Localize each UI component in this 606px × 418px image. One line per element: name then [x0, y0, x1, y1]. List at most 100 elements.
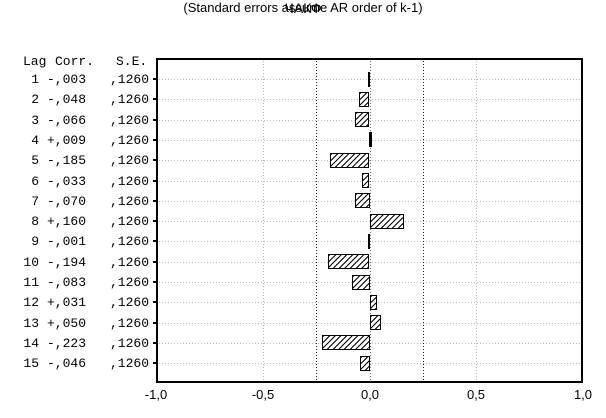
bar-lag-1	[368, 72, 370, 87]
row-se-value: ,1260	[110, 275, 150, 290]
confidence-line	[423, 58, 424, 383]
row-lag-number: 8	[31, 214, 39, 229]
row-corr-value: -,033	[47, 174, 87, 189]
lag-corr-table: Lag Corr. S.E. 1 -,003 ,1260 2 -,048 ,1260 3 -,066…	[0, 0, 156, 418]
row-se-value: ,1260	[110, 356, 150, 371]
row-se-value: ,1260	[110, 214, 150, 229]
left-tick	[153, 362, 156, 364]
row-corr-value: +,160	[47, 214, 87, 229]
row-corr-value: -,001	[47, 234, 87, 249]
left-tick	[153, 98, 156, 100]
bar-lag-10	[328, 254, 369, 269]
row-lag-number: 13	[23, 316, 39, 331]
left-tick	[153, 261, 156, 263]
x-gridline	[476, 58, 477, 383]
left-tick	[153, 281, 156, 283]
left-tick	[153, 240, 156, 242]
lag-gridline	[156, 99, 583, 100]
left-tick	[153, 78, 156, 80]
row-lag-number: 3	[31, 113, 39, 128]
row-lag-number: 6	[31, 174, 39, 189]
row-se-value: ,1260	[110, 194, 150, 209]
row-se-value: ,1260	[110, 92, 150, 107]
row-se-value: ,1260	[110, 295, 150, 310]
x-tick-label: 0,5	[466, 387, 486, 402]
row-lag-number: 5	[31, 153, 39, 168]
row-corr-value: -,194	[47, 255, 87, 270]
col-header-se: S.E.	[116, 54, 148, 69]
bar-lag-5	[330, 153, 369, 168]
row-corr-value: -,185	[47, 153, 87, 168]
row-se-value: ,1260	[110, 234, 150, 249]
row-se-value: ,1260	[110, 336, 150, 351]
row-corr-value: -,046	[47, 356, 87, 371]
row-corr-value: -,083	[47, 275, 87, 290]
bar-lag-3	[355, 112, 369, 127]
left-tick	[153, 159, 156, 161]
bar-lag-4	[369, 132, 372, 147]
left-tick	[153, 119, 156, 121]
lag-gridline	[156, 262, 583, 263]
chart-subtitle: (Standard errors assume AR order of k-1)	[183, 0, 423, 15]
bar-lag-6	[362, 173, 369, 188]
lag-gridline	[156, 323, 583, 324]
row-lag-number: 15	[23, 356, 39, 371]
x-tick-label: -1,0	[144, 387, 168, 402]
lag-gridline	[156, 221, 583, 222]
plot-area	[153, 58, 583, 383]
row-corr-value: -,003	[47, 72, 87, 87]
plot-frame	[156, 58, 583, 383]
chart-title: ЧАКФ	[284, 0, 322, 16]
bar-lag-12	[370, 295, 377, 310]
bar-lag-2	[359, 92, 369, 107]
lag-gridline	[156, 302, 583, 303]
row-se-value: ,1260	[110, 72, 150, 87]
row-se-value: ,1260	[110, 255, 150, 270]
left-tick	[153, 220, 156, 222]
x-tick-label: 1,0	[573, 387, 593, 402]
bar-lag-15	[360, 356, 370, 371]
confidence-line	[316, 58, 317, 383]
x-tick-label: -0,5	[251, 387, 275, 402]
left-tick	[153, 200, 156, 202]
left-tick	[153, 139, 156, 141]
row-lag-number: 4	[31, 133, 39, 148]
bar-lag-14	[322, 335, 370, 350]
row-se-value: ,1260	[110, 316, 150, 331]
left-tick	[153, 180, 156, 182]
row-lag-number: 14	[23, 336, 39, 351]
row-lag-number: 11	[23, 275, 39, 290]
row-lag-number: 1	[31, 72, 39, 87]
row-corr-value: -,048	[47, 92, 87, 107]
left-tick	[153, 322, 156, 324]
row-corr-value: -,223	[47, 336, 87, 351]
left-tick	[153, 342, 156, 344]
bar-lag-9	[368, 234, 370, 249]
row-corr-value: +,050	[47, 316, 87, 331]
row-corr-value: -,066	[47, 113, 87, 128]
col-header-corr: Corr.	[55, 54, 95, 69]
bar-lag-11	[352, 275, 370, 290]
lag-gridline	[156, 120, 583, 121]
col-header-lag: Lag	[23, 54, 47, 69]
row-se-value: ,1260	[110, 174, 150, 189]
row-lag-number: 7	[31, 194, 39, 209]
row-se-value: ,1260	[110, 153, 150, 168]
bar-lag-8	[370, 214, 404, 229]
row-lag-number: 10	[23, 255, 39, 270]
row-corr-value: +,031	[47, 295, 87, 310]
row-lag-number: 9	[31, 234, 39, 249]
bar-lag-7	[355, 193, 370, 208]
row-se-value: ,1260	[110, 113, 150, 128]
row-corr-value: -,070	[47, 194, 87, 209]
bar-lag-13	[370, 315, 381, 330]
row-lag-number: 12	[23, 295, 39, 310]
lag-gridline	[156, 160, 583, 161]
row-se-value: ,1260	[110, 133, 150, 148]
x-tick-label: 0,0	[360, 387, 380, 402]
row-lag-number: 2	[31, 92, 39, 107]
row-corr-value: +,009	[47, 133, 87, 148]
x-gridline	[263, 58, 264, 383]
lag-gridline	[156, 181, 583, 182]
